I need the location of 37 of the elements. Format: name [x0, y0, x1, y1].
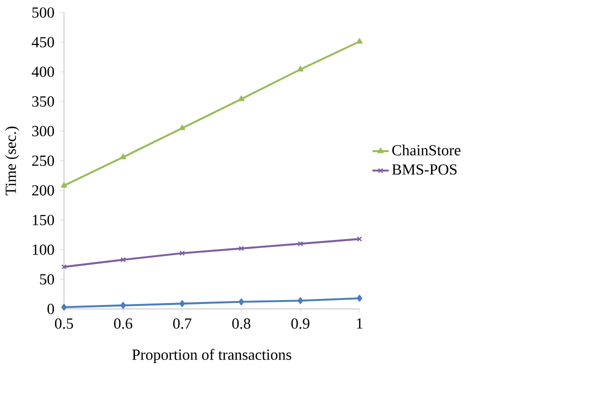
- y-tick-label: 300: [32, 126, 54, 137]
- point: [298, 241, 304, 247]
- x-tick-label: 0.9: [291, 318, 310, 330]
- point: [61, 304, 67, 311]
- point: [297, 66, 304, 72]
- y-tick-label: 250: [32, 156, 54, 166]
- point: [238, 298, 244, 306]
- legend-label: BMS-POS: [392, 164, 457, 175]
- point: [179, 124, 186, 130]
- x-tick-label: 0.5: [54, 318, 74, 330]
- x-tick-label: 1: [356, 318, 362, 329]
- y-tick-label: 450: [32, 37, 54, 48]
- x-tick-label: 0.7: [173, 318, 192, 330]
- point: [356, 295, 362, 302]
- x-tick-label: 0.6: [114, 318, 132, 330]
- x-axis-title: Proportion of transactions: [132, 349, 292, 364]
- point: [120, 302, 126, 310]
- point: [120, 257, 126, 263]
- point: [180, 250, 185, 256]
- y-tick-label: 350: [32, 96, 54, 107]
- point: [356, 38, 363, 44]
- legend-label: ChainStore: [392, 144, 460, 156]
- point: [60, 182, 68, 188]
- y-tick-label: 0: [47, 304, 54, 314]
- point: [179, 300, 185, 308]
- y-tick-label: 50: [40, 274, 54, 285]
- point: [238, 246, 244, 252]
- x-tick-label: 0.8: [232, 318, 250, 330]
- y-tick-label: 500: [32, 8, 54, 18]
- y-axis-title: Time (sec.): [5, 126, 20, 196]
- point: [238, 96, 244, 102]
- y-tick-label: 200: [32, 185, 54, 196]
- y-tick-label: 150: [32, 215, 54, 226]
- point: [120, 154, 126, 160]
- point: [298, 297, 304, 304]
- y-tick-label: 400: [32, 66, 54, 78]
- y-tick-label: 100: [32, 244, 54, 256]
